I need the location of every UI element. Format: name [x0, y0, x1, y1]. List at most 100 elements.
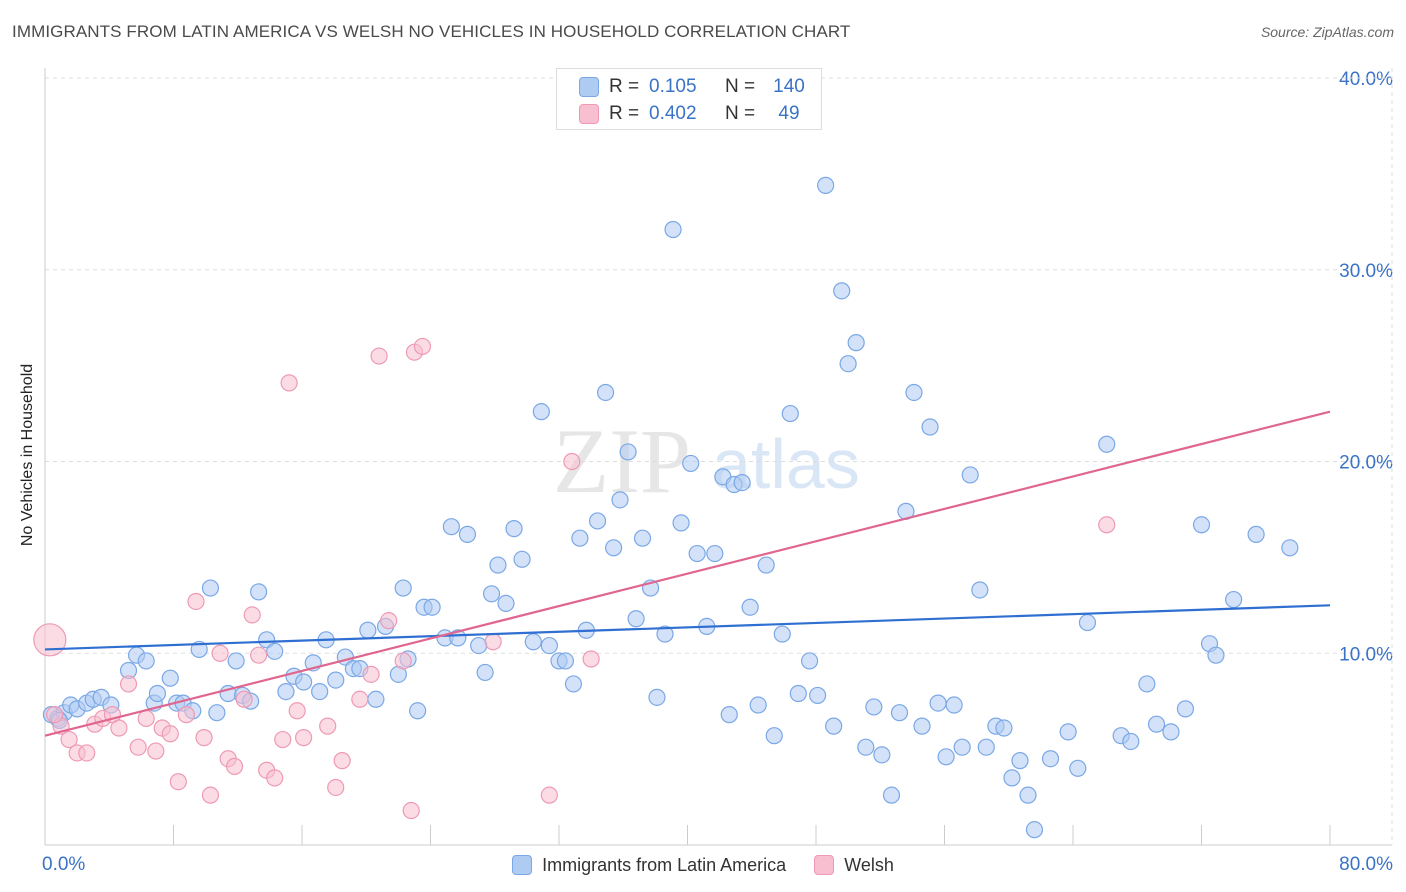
welsh-trend-line [44, 410, 1331, 737]
latin-america-point [1069, 759, 1087, 777]
latin-america-point [442, 518, 460, 536]
latin-america-point [929, 694, 947, 712]
latin-america-point [505, 520, 523, 538]
latin-america-point [857, 738, 875, 756]
latin-america-point [1138, 675, 1156, 693]
welsh-point [582, 650, 600, 668]
latin-america-point [656, 625, 674, 643]
latin-america-point [1176, 700, 1195, 718]
source-label: Source: ZipAtlas.com [1260, 24, 1394, 40]
welsh-point [288, 702, 306, 720]
r-label: R = [609, 76, 640, 97]
welsh-point [266, 769, 284, 787]
latin-america-point [961, 466, 979, 484]
x-tick-label: 80.0% [1339, 854, 1393, 875]
legend-item-welsh[interactable]: Welsh [814, 855, 894, 876]
welsh-point [137, 709, 155, 728]
welsh-point [225, 757, 244, 775]
welsh-point [211, 644, 229, 662]
latin-america-point [945, 696, 963, 714]
welsh-point [413, 337, 432, 356]
latin-america-point [556, 652, 575, 670]
latin-america-point [1147, 715, 1166, 733]
latin-america-point [905, 383, 923, 402]
latin-america-point [627, 610, 645, 628]
y-tick-label: 20.0% [1339, 453, 1393, 474]
latin-america-point [953, 738, 971, 756]
latin-america-point [817, 176, 835, 194]
latin-america-point [367, 690, 385, 708]
welsh-point [295, 729, 313, 747]
correlation-stats-box: R = 0.105 N = 140 R = 0.402 N = 49 [556, 68, 822, 130]
blue-swatch-icon [512, 855, 533, 875]
latin-america-trend-line [44, 604, 1331, 651]
latin-america-point [295, 673, 313, 691]
welsh-point [119, 675, 138, 693]
welsh-point [380, 612, 398, 630]
latin-america-point [327, 671, 345, 689]
latin-america-point [1011, 752, 1029, 770]
latin-america-point [1247, 525, 1265, 543]
welsh-point [243, 606, 261, 624]
latin-america-point [741, 598, 759, 616]
y-tick-label: 10.0% [1339, 644, 1393, 665]
latin-america-point [497, 594, 515, 612]
latin-america-point [833, 282, 851, 300]
latin-america-point [749, 696, 767, 714]
latin-america-point [137, 652, 155, 670]
welsh-point [195, 729, 213, 747]
welsh-point [351, 690, 369, 708]
latin-america-point [476, 663, 494, 682]
latin-america-point [1207, 646, 1225, 664]
welsh-point [250, 646, 268, 664]
chart-legend: Immigrants from Latin America Welsh [0, 852, 1406, 878]
n-value: 49 [778, 103, 800, 124]
latin-america-point [913, 717, 931, 735]
latin-america-point [513, 550, 531, 568]
y-axis-label: No Vehicles in Household [19, 363, 36, 547]
welsh-point [370, 347, 388, 365]
welsh-point [46, 706, 64, 724]
pink-swatch-icon [579, 104, 599, 124]
latin-america-point [524, 633, 542, 651]
welsh-point [402, 801, 420, 820]
latin-america-point [733, 473, 751, 492]
latin-america-point [800, 652, 819, 670]
latin-america-point [839, 355, 857, 373]
stats-row-latin-america: R = 0.105 N = 140 [579, 74, 809, 100]
welsh-point [394, 652, 412, 670]
welsh-point [235, 690, 253, 708]
welsh-point [147, 742, 165, 760]
latin-america-point [532, 403, 550, 421]
latin-america-point [781, 404, 799, 423]
welsh-point [33, 623, 67, 657]
latin-america-point [1078, 613, 1097, 632]
blue-swatch-icon [579, 77, 599, 97]
r-value: 0.402 [649, 103, 697, 124]
latin-america-point [250, 583, 268, 601]
stats-row-welsh: R = 0.402 N = 49 [579, 101, 809, 127]
latin-america-point [865, 698, 883, 716]
welsh-point [78, 744, 96, 762]
latin-america-point [571, 529, 589, 547]
welsh-point [187, 592, 205, 611]
latin-america-point [809, 686, 827, 705]
latin-america-point [605, 539, 623, 557]
welsh-point [169, 773, 187, 791]
welsh-point [362, 665, 380, 683]
latin-america-point [470, 636, 488, 655]
latin-america-point [1003, 769, 1021, 787]
latin-america-point [619, 443, 637, 461]
latin-america-point [977, 738, 995, 756]
latin-america-point [825, 717, 843, 735]
latin-america-point [937, 748, 955, 766]
legend-label: Immigrants from Latin America [542, 854, 787, 875]
latin-america-point [1122, 732, 1140, 751]
latin-america-point [227, 652, 245, 670]
latin-america-point [409, 702, 427, 720]
latin-america-point [847, 334, 865, 352]
latin-america-point [789, 684, 807, 703]
n-value: 140 [773, 76, 805, 97]
legend-item-latin-america[interactable]: Immigrants from Latin America [512, 855, 786, 876]
